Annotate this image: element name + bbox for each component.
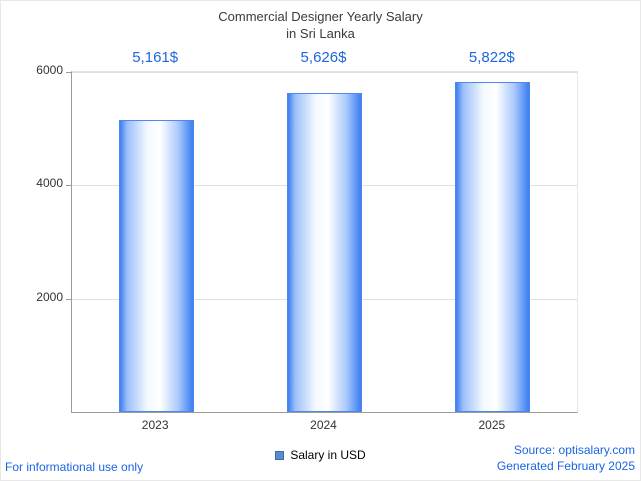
source-link[interactable]: Source: optisalary.com xyxy=(513,443,635,457)
disclaimer-text: For informational use only xyxy=(5,460,144,474)
chart-title-line-2: in Sri Lanka xyxy=(286,26,355,41)
value-label-2024: 5,626$ xyxy=(300,49,347,66)
chart-title-line-1: Commercial Designer Yearly Salary xyxy=(218,9,423,24)
bar-2025 xyxy=(455,82,531,412)
value-label-2025: 5,822$ xyxy=(468,49,515,66)
bar-2024 xyxy=(287,93,362,412)
x-axis-tick-label-2024: 2024 xyxy=(310,418,337,432)
x-axis-tick-label-2025: 2025 xyxy=(478,418,506,432)
y-axis-tick-label: 6000 xyxy=(36,63,63,77)
source-info: Source: optisalary.com Generated Februar… xyxy=(497,442,635,474)
legend: Salary in USD xyxy=(1,448,640,463)
legend-swatch xyxy=(275,450,285,460)
y-axis-tick-label: 2000 xyxy=(36,289,63,304)
generated-text: Generated February 2025 xyxy=(496,459,635,473)
y-tick-mark xyxy=(66,298,72,300)
gridline xyxy=(72,72,577,73)
legend-label: Salary in USD xyxy=(290,448,366,462)
legend-item: Salary in USD xyxy=(275,448,366,462)
x-axis-tick-label-2023: 2023 xyxy=(141,418,169,432)
y-tick-mark xyxy=(66,185,72,187)
value-label-2023: 5,161$ xyxy=(132,49,179,66)
plot-area xyxy=(66,71,578,413)
y-tick-mark xyxy=(66,72,72,73)
bar-2023 xyxy=(118,119,194,412)
chart-title: Commercial Designer Yearly Salary in Sri… xyxy=(1,8,640,42)
y-axis-tick-label: 4000 xyxy=(36,176,63,191)
